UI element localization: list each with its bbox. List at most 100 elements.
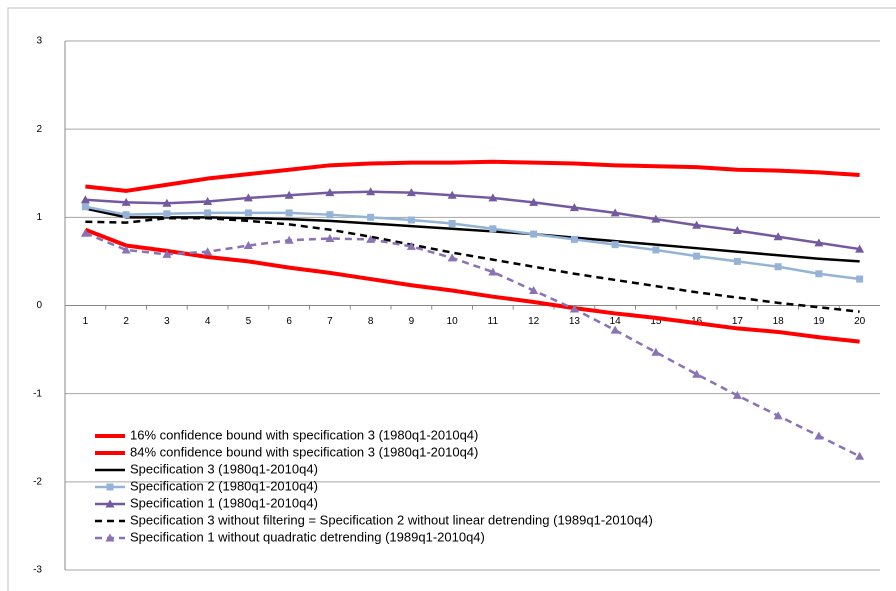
data-point (406, 188, 416, 197)
data-point (448, 220, 456, 228)
data-point (121, 245, 131, 254)
y-tick-label: -3 (33, 565, 42, 576)
data-point (488, 193, 498, 202)
data-point (610, 208, 620, 217)
legend-label: Specification 3 (1980q1-2010q4) (130, 461, 318, 476)
data-point (122, 211, 130, 219)
data-point (162, 249, 172, 258)
data-point (773, 232, 783, 241)
x-tick-label: 7 (327, 316, 333, 327)
data-point (652, 246, 660, 254)
data-point (406, 241, 416, 250)
data-point (773, 411, 783, 420)
x-tick-label: 4 (205, 316, 211, 327)
data-point (81, 203, 89, 211)
data-point (570, 235, 578, 243)
x-tick-label: 10 (447, 316, 459, 327)
data-point (243, 193, 253, 202)
series-line (85, 190, 860, 251)
data-point (284, 235, 294, 244)
legend-marker (105, 533, 115, 542)
data-point (80, 195, 90, 204)
x-tick-label: 5 (246, 316, 252, 327)
data-point (325, 188, 335, 197)
data-point (203, 247, 213, 256)
x-tick-label: 12 (528, 316, 540, 327)
data-point (569, 203, 579, 212)
x-tick-label: 19 (813, 316, 825, 327)
data-point (815, 270, 823, 278)
data-point (529, 197, 539, 206)
x-tick-label: 11 (488, 316, 499, 327)
series-line (85, 207, 860, 263)
data-point (325, 233, 335, 242)
data-point (530, 230, 538, 238)
data-point (366, 234, 376, 243)
legend: 16% confidence bound with specification … (95, 427, 653, 544)
legend-marker (105, 499, 115, 508)
legend-label: Specification 1 without quadratic detren… (130, 529, 485, 544)
x-tick-label: 2 (123, 316, 129, 327)
legend-label: Specification 2 (1980q1-2010q4) (130, 478, 318, 493)
data-point (651, 347, 661, 356)
data-point (732, 226, 742, 235)
x-tick-label: 9 (409, 316, 415, 327)
data-point (163, 210, 171, 218)
data-point (814, 431, 824, 440)
data-point (121, 197, 131, 206)
x-tick-label: 18 (773, 316, 785, 327)
x-tick-label: 20 (854, 316, 866, 327)
data-point (407, 216, 415, 224)
x-tick-label: 14 (610, 316, 622, 327)
x-tick-label: 17 (732, 316, 744, 327)
data-point (611, 241, 619, 249)
data-point (732, 390, 742, 399)
series-line (84, 227, 860, 344)
y-tick-label: -2 (33, 476, 42, 487)
data-point (243, 241, 253, 250)
data-point (203, 196, 213, 205)
data-point (692, 220, 702, 229)
data-point (326, 211, 334, 219)
data-point (856, 275, 864, 283)
data-point (284, 190, 294, 199)
y-tick-label: 1 (36, 212, 42, 223)
y-tick-label: 3 (36, 36, 42, 47)
data-point (692, 369, 702, 378)
data-point (693, 252, 701, 260)
data-point (855, 451, 865, 460)
legend-label: 16% confidence bound with specification … (130, 427, 478, 442)
data-point (162, 198, 172, 207)
data-point (447, 190, 457, 199)
y-tick-label: 2 (36, 124, 42, 135)
data-point (774, 263, 782, 271)
data-point (285, 209, 293, 217)
data-point (610, 325, 620, 334)
data-point (204, 209, 212, 217)
data-point (733, 257, 741, 265)
data-point (569, 304, 579, 313)
legend-label: Specification 3 without filtering = Spec… (130, 512, 653, 527)
x-tick-label: 13 (569, 316, 581, 327)
legend-marker (106, 483, 114, 491)
chart-border (7, 7, 896, 591)
data-point (489, 225, 497, 233)
x-tick-label: 6 (286, 316, 292, 327)
data-point (488, 267, 498, 276)
y-tick-label: 0 (36, 300, 42, 311)
data-point (367, 213, 375, 221)
series-line (85, 216, 860, 313)
data-point (244, 209, 252, 217)
data-point (447, 253, 457, 262)
x-tick-label: 1 (83, 316, 89, 327)
data-point (366, 187, 376, 196)
data-point (855, 244, 865, 253)
data-point (80, 228, 90, 237)
series-line (85, 159, 860, 193)
x-tick-label: 3 (164, 316, 170, 327)
data-point (814, 238, 824, 247)
series-line (85, 205, 860, 281)
data-point (529, 286, 539, 295)
x-tick-label: 8 (368, 316, 374, 327)
